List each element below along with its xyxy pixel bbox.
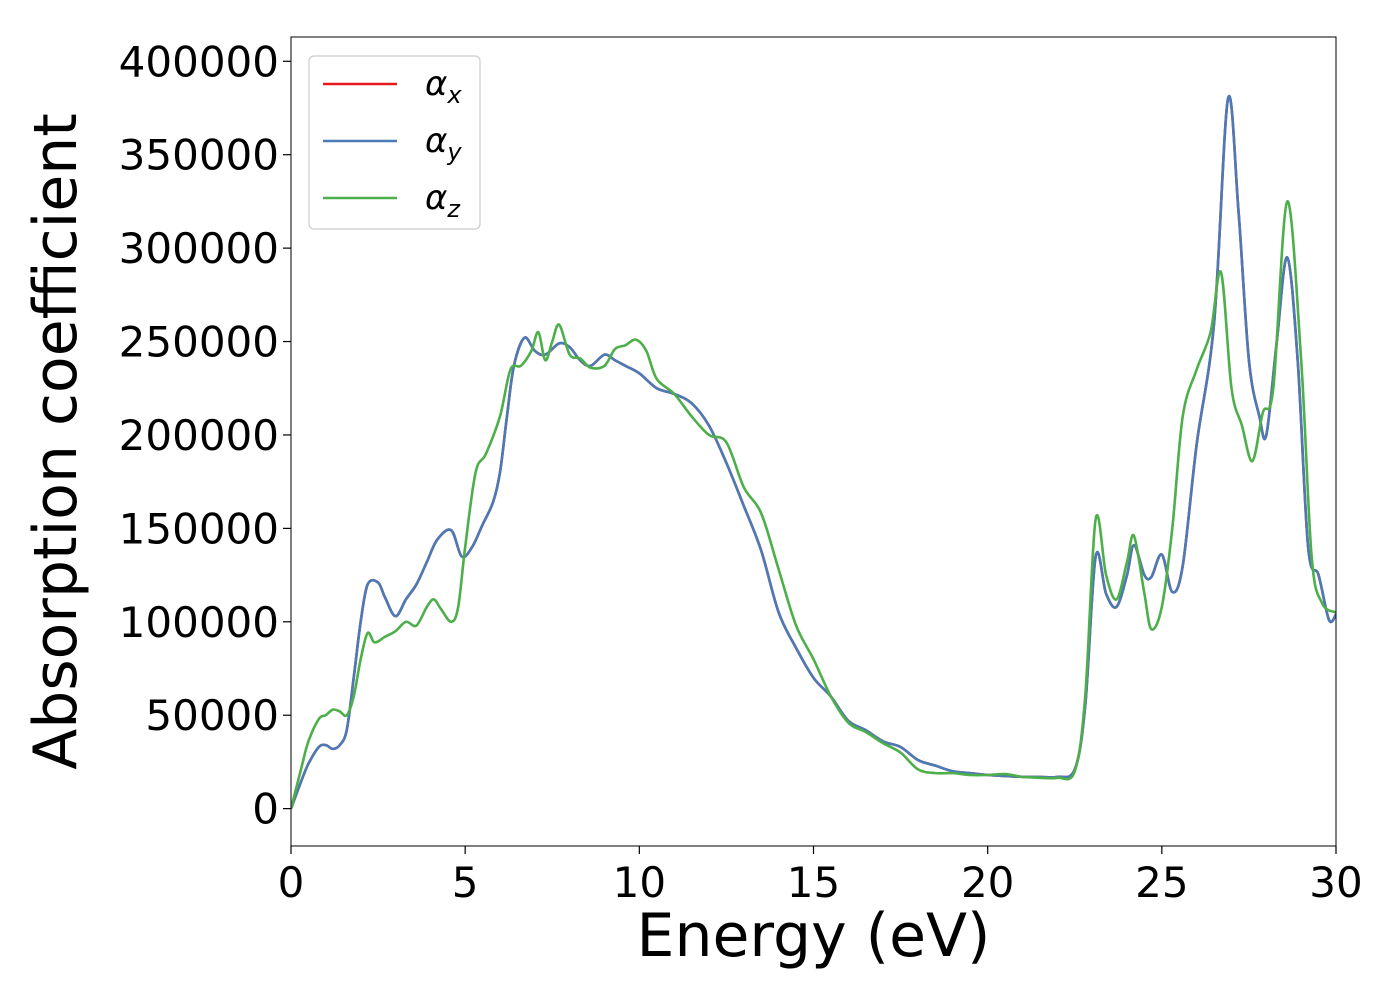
- x-tick-label: 30: [1309, 858, 1362, 907]
- y-tick-label: 200000: [119, 411, 279, 460]
- y-tick-label: 50000: [145, 691, 279, 740]
- y-tick-label: 300000: [119, 224, 279, 273]
- y-axis-label: Absorption coefficient: [21, 113, 91, 770]
- y-tick-label: 250000: [119, 318, 279, 367]
- legend: αx αy αz: [308, 55, 481, 230]
- y-tick-label: 400000: [119, 37, 279, 86]
- series-line-y: [291, 94, 1336, 810]
- x-tick-label: 0: [278, 858, 305, 907]
- series-line-z: [291, 200, 1336, 809]
- legend-label-z: αz: [425, 178, 461, 223]
- legend-label-y: αy: [425, 121, 462, 166]
- y-tick-label: 350000: [119, 131, 279, 180]
- x-tick-label: 10: [613, 858, 666, 907]
- legend-label-x: αx: [425, 64, 462, 109]
- x-tick-label: 5: [452, 858, 479, 907]
- y-tick-label: 150000: [119, 504, 279, 553]
- series-layer: [291, 94, 1336, 810]
- x-tick-label: 25: [1135, 858, 1188, 907]
- y-tick-label: 100000: [119, 598, 279, 647]
- y-tick-label: 0: [252, 785, 279, 834]
- x-tick-label: 20: [961, 858, 1014, 907]
- legend-box: [308, 55, 481, 230]
- x-axis-label: Energy (eV): [637, 901, 991, 971]
- x-tick-label: 15: [787, 858, 840, 907]
- axis-layer: 0 5 10 15 20 25 30 0 50000 100000 150000 200000 2500…: [119, 37, 1363, 907]
